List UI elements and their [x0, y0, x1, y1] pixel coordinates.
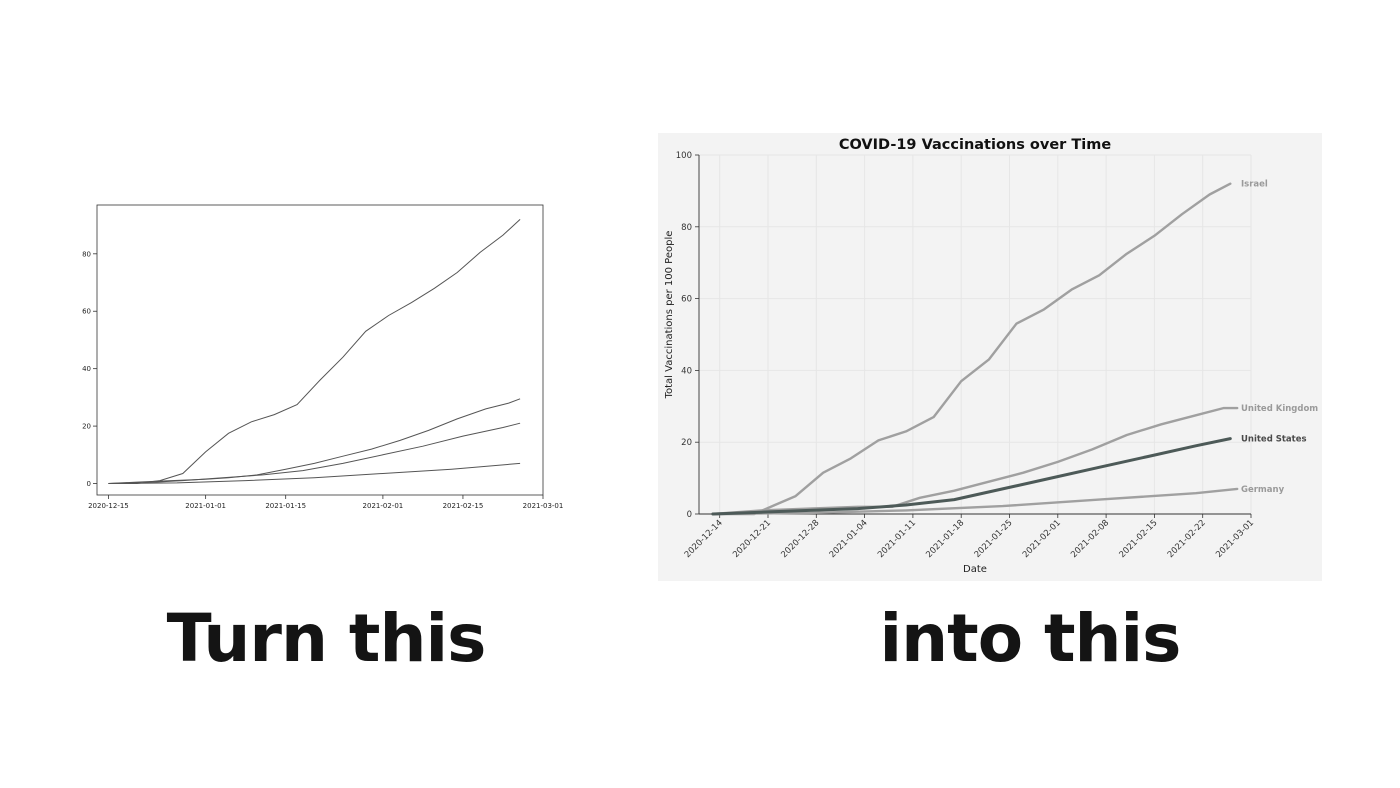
after-y-tick-label: 40	[681, 366, 692, 376]
after-y-tick-label: 0	[687, 510, 692, 520]
before-y-tick-label: 0	[87, 480, 91, 488]
after-y-tick-label: 80	[681, 223, 692, 233]
before-y-tick-label: 20	[82, 423, 91, 431]
after-chart-title: COVID-19 Vaccinations over Time	[839, 137, 1112, 153]
caption-turn-this: Turn this	[166, 600, 487, 677]
before-series-line-4	[108, 462, 521, 484]
after-y-tick-label: 100	[676, 151, 692, 161]
before-x-tick-label: 2020-12-15	[88, 502, 129, 510]
series-line-germany	[711, 487, 1239, 516]
caption-into-this: into this	[879, 600, 1182, 677]
series-label-israel: Israel	[1241, 180, 1268, 190]
before-x-tick-label: 2021-02-15	[443, 502, 484, 510]
after-x-axis-label: Date	[963, 564, 987, 575]
before-series-line-3	[108, 422, 521, 484]
before-series-line-1	[108, 219, 521, 484]
before-x-tick-label: 2021-03-01	[523, 502, 564, 510]
before-y-tick-label: 60	[82, 308, 91, 316]
after-y-tick-label: 60	[681, 295, 692, 305]
before-y-tick-label: 40	[82, 365, 91, 373]
series-line-israel	[711, 182, 1232, 516]
before-chart-background	[60, 190, 580, 520]
after-y-axis-label: Total Vaccinations per 100 People	[664, 231, 675, 400]
series-label-germany: Germany	[1241, 485, 1285, 495]
series-line-united-kingdom	[711, 406, 1239, 516]
after-y-tick-label: 20	[681, 438, 692, 448]
before-x-tick-label: 2021-01-15	[265, 502, 306, 510]
before-x-tick-label: 2021-01-01	[185, 502, 226, 510]
before-y-tick-label: 80	[82, 250, 91, 258]
before-line-chart: 0 20 40 60 80 2020-12-15 2021-01-01 2021-01-15 2…	[60, 190, 580, 520]
series-label-united-states: United States	[1241, 435, 1307, 445]
series-line-united-states	[711, 437, 1232, 516]
series-label-united-kingdom: United Kingdom	[1241, 404, 1318, 414]
before-x-tick-label: 2021-02-01	[363, 502, 404, 510]
before-plot-frame	[96, 204, 544, 496]
